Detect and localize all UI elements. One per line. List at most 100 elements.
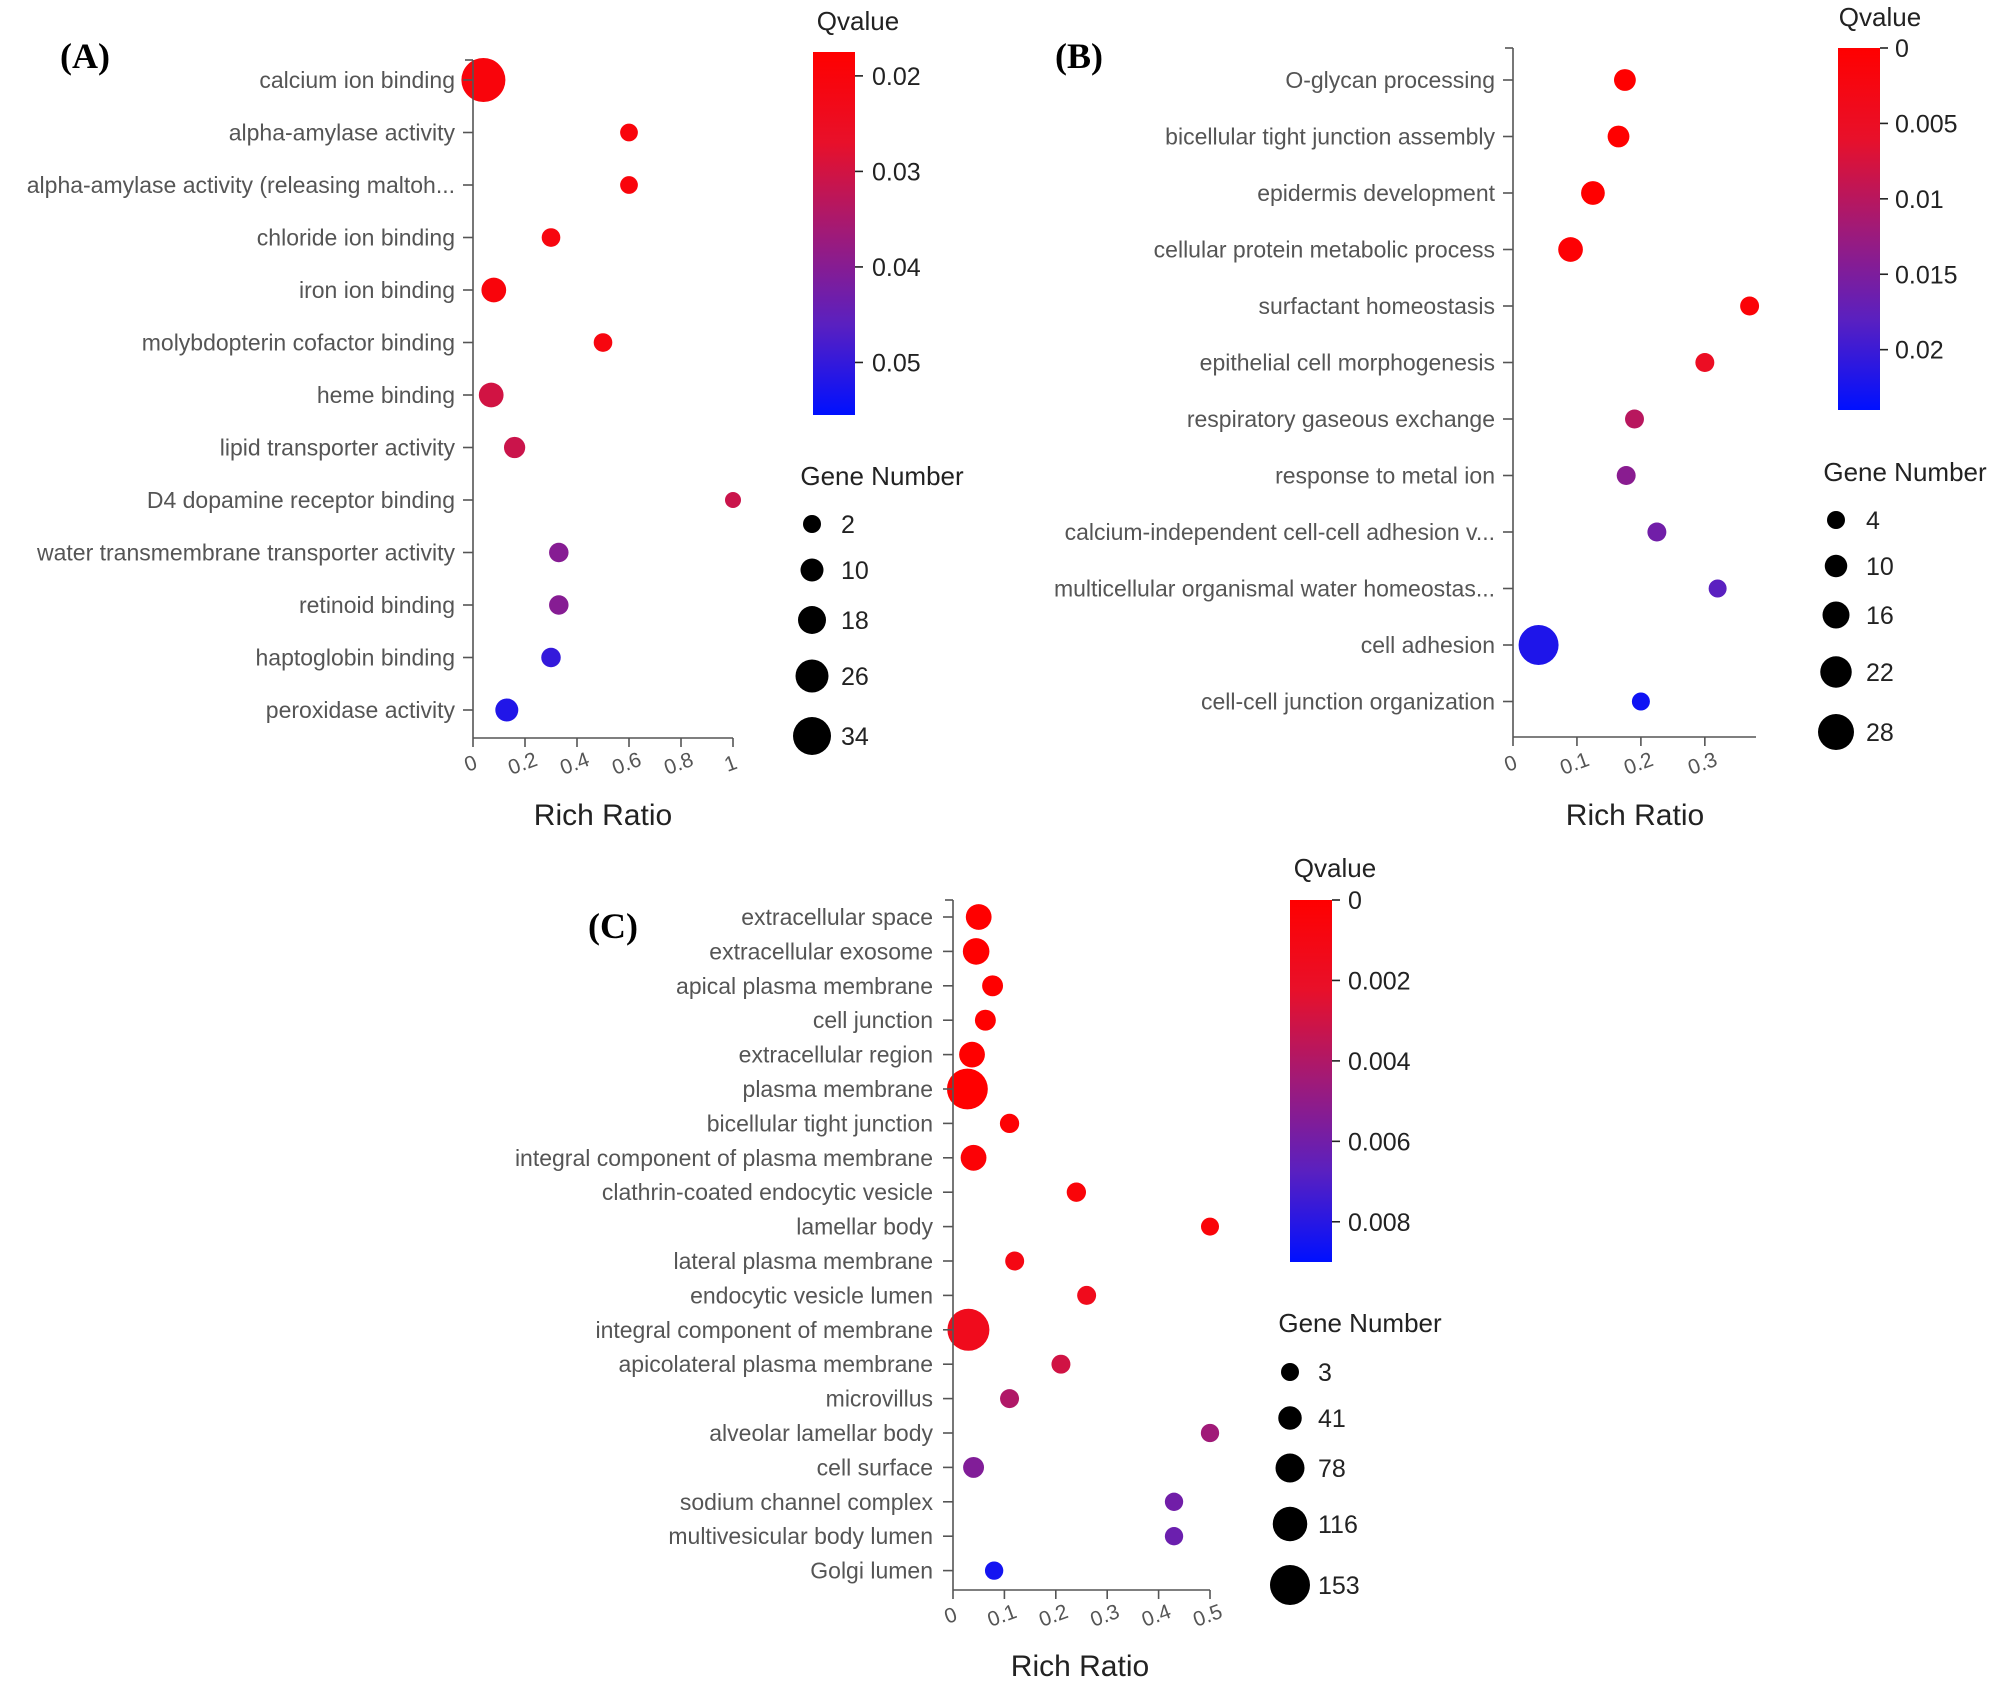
size-legend-label: 10 xyxy=(841,557,869,585)
category-label: retinoid binding xyxy=(299,592,455,618)
size-legend-dot xyxy=(803,515,821,533)
category-label: lamellar body xyxy=(796,1214,933,1240)
x-tick-label: 0.3 xyxy=(1685,748,1720,780)
size-legend-label: 3 xyxy=(1318,1359,1332,1387)
bubble-point xyxy=(1647,522,1667,542)
panel-a-color-ticks: 0.02 0.03 0.04 0.05 xyxy=(855,63,921,377)
category-label: haptoglobin binding xyxy=(255,645,455,671)
size-legend-label: 18 xyxy=(841,607,869,635)
panel-b-x-ticks: 0 0.1 0.2 0.3 xyxy=(1501,748,1720,780)
category-label: surfactant homeostasis xyxy=(1258,293,1495,319)
category-label: chloride ion binding xyxy=(257,225,455,251)
bubble-point xyxy=(1000,1389,1020,1409)
panel-c-category-labels: extracellular space extracellular exosome… xyxy=(515,904,934,1584)
size-legend-dot xyxy=(1822,601,1850,629)
category-label: cell adhesion xyxy=(1361,632,1495,658)
bubble-point xyxy=(1201,1217,1219,1236)
size-legend-dot xyxy=(1272,1506,1308,1542)
color-tick-label: 0.03 xyxy=(872,158,921,186)
category-label: heme binding xyxy=(317,382,455,408)
panel-c-axes xyxy=(943,899,1211,1599)
category-label: D4 dopamine receptor binding xyxy=(147,487,455,513)
panel-a-x-axis-title: Rich Ratio xyxy=(534,799,672,832)
size-legend-label: 116 xyxy=(1318,1511,1358,1539)
bubble-point xyxy=(999,1113,1020,1134)
bubble-point xyxy=(1200,1423,1220,1443)
category-label: integral component of membrane xyxy=(595,1317,933,1343)
category-label: cell junction xyxy=(813,1007,933,1033)
category-label: bicellular tight junction xyxy=(707,1110,933,1136)
bubble-point xyxy=(1708,579,1727,598)
size-legend-dot xyxy=(793,717,831,755)
category-label: response to metal ion xyxy=(1275,463,1495,489)
panel-b-size-ticks: 4 10 16 22 28 xyxy=(1818,507,1894,750)
size-legend-label: 153 xyxy=(1318,1572,1360,1600)
bubble-point xyxy=(1077,1285,1097,1305)
category-label: epithelial cell morphogenesis xyxy=(1200,350,1495,376)
x-tick-label: 0 xyxy=(461,751,480,777)
panel-b-category-labels: O-glycan processing bicellular tight junc… xyxy=(1054,67,1496,715)
size-legend-label: 26 xyxy=(841,663,869,691)
panel-b-color-ticks: 0 0.005 0.01 0.015 0.02 xyxy=(1880,35,1958,365)
bubble-point xyxy=(495,698,519,722)
color-tick-label: 0.04 xyxy=(872,254,921,282)
x-tick-label: 1 xyxy=(721,751,740,777)
size-legend-label: 34 xyxy=(841,723,869,751)
bubble-point xyxy=(1631,692,1650,711)
bubble-point xyxy=(960,1144,987,1171)
panel-c: (C) extracellular space extracellular exo… xyxy=(515,853,1442,1683)
bubble-point xyxy=(974,1009,996,1031)
size-legend-label: 2 xyxy=(841,511,855,539)
color-tick-label: 0.02 xyxy=(872,63,921,91)
size-legend-label: 4 xyxy=(1866,507,1880,535)
category-label: extracellular region xyxy=(739,1042,933,1068)
size-legend-label: 16 xyxy=(1866,602,1894,630)
category-label: cellular protein metabolic process xyxy=(1154,237,1495,263)
x-tick-label: 0.2 xyxy=(1621,748,1656,780)
color-tick-label: 0.005 xyxy=(1895,110,1958,138)
bubble-point xyxy=(620,123,638,142)
panel-b-size-legend-title: Gene Number xyxy=(1823,457,1987,487)
category-label: Golgi lumen xyxy=(810,1558,933,1584)
bubble-point xyxy=(541,647,561,668)
bubble-point xyxy=(725,492,741,508)
panel-c-letter: (C) xyxy=(588,906,638,946)
bubble-point xyxy=(947,1308,990,1351)
panel-b-x-axis-title: Rich Ratio xyxy=(1566,799,1704,832)
x-tick-label: 0.5 xyxy=(1190,1600,1225,1632)
category-label: alpha-amylase activity (releasing maltoh… xyxy=(27,172,455,198)
panel-c-x-axis-title: Rich Ratio xyxy=(1011,1650,1149,1681)
category-label: bicellular tight junction assembly xyxy=(1165,124,1495,150)
category-label: molybdopterin cofactor binding xyxy=(142,330,455,356)
panel-c-color-bar xyxy=(1290,900,1332,1262)
category-label: respiratory gaseous exchange xyxy=(1187,406,1495,432)
bubble-point xyxy=(965,904,992,930)
size-legend-dot xyxy=(1827,511,1845,529)
bubble-point xyxy=(549,542,569,563)
bubble-point xyxy=(620,176,638,194)
x-tick-label: 0.6 xyxy=(609,748,644,780)
panel-c-color-ticks: 0 0.002 0.004 0.006 0.008 xyxy=(1332,887,1411,1237)
bubble-point xyxy=(959,1041,985,1068)
panel-b: (B) O-glycan processing bicellular tight … xyxy=(1054,2,1987,832)
size-legend-label: 78 xyxy=(1318,1455,1346,1483)
bubble-point xyxy=(549,595,569,615)
color-tick-label: 0.02 xyxy=(1895,337,1944,365)
panel-a-bubbles xyxy=(461,58,741,722)
bubble-point xyxy=(1558,237,1583,262)
category-label: multicellular organismal water homeostas… xyxy=(1054,576,1495,602)
color-tick-label: 0.015 xyxy=(1895,261,1958,289)
category-label: integral component of plasma membrane xyxy=(515,1145,933,1171)
bubble-point xyxy=(1051,1354,1071,1374)
bubble-point xyxy=(1607,125,1630,148)
category-label: sodium channel complex xyxy=(680,1489,934,1515)
x-tick-label: 0 xyxy=(941,1603,960,1629)
x-tick-label: 0.1 xyxy=(1557,748,1592,780)
bubble-point xyxy=(1695,353,1715,372)
color-tick-label: 0.05 xyxy=(872,349,921,377)
size-legend-dot xyxy=(1824,554,1848,578)
bubble-point xyxy=(1625,409,1644,429)
color-tick-label: 0.006 xyxy=(1348,1128,1411,1156)
bubble-point xyxy=(541,228,561,247)
